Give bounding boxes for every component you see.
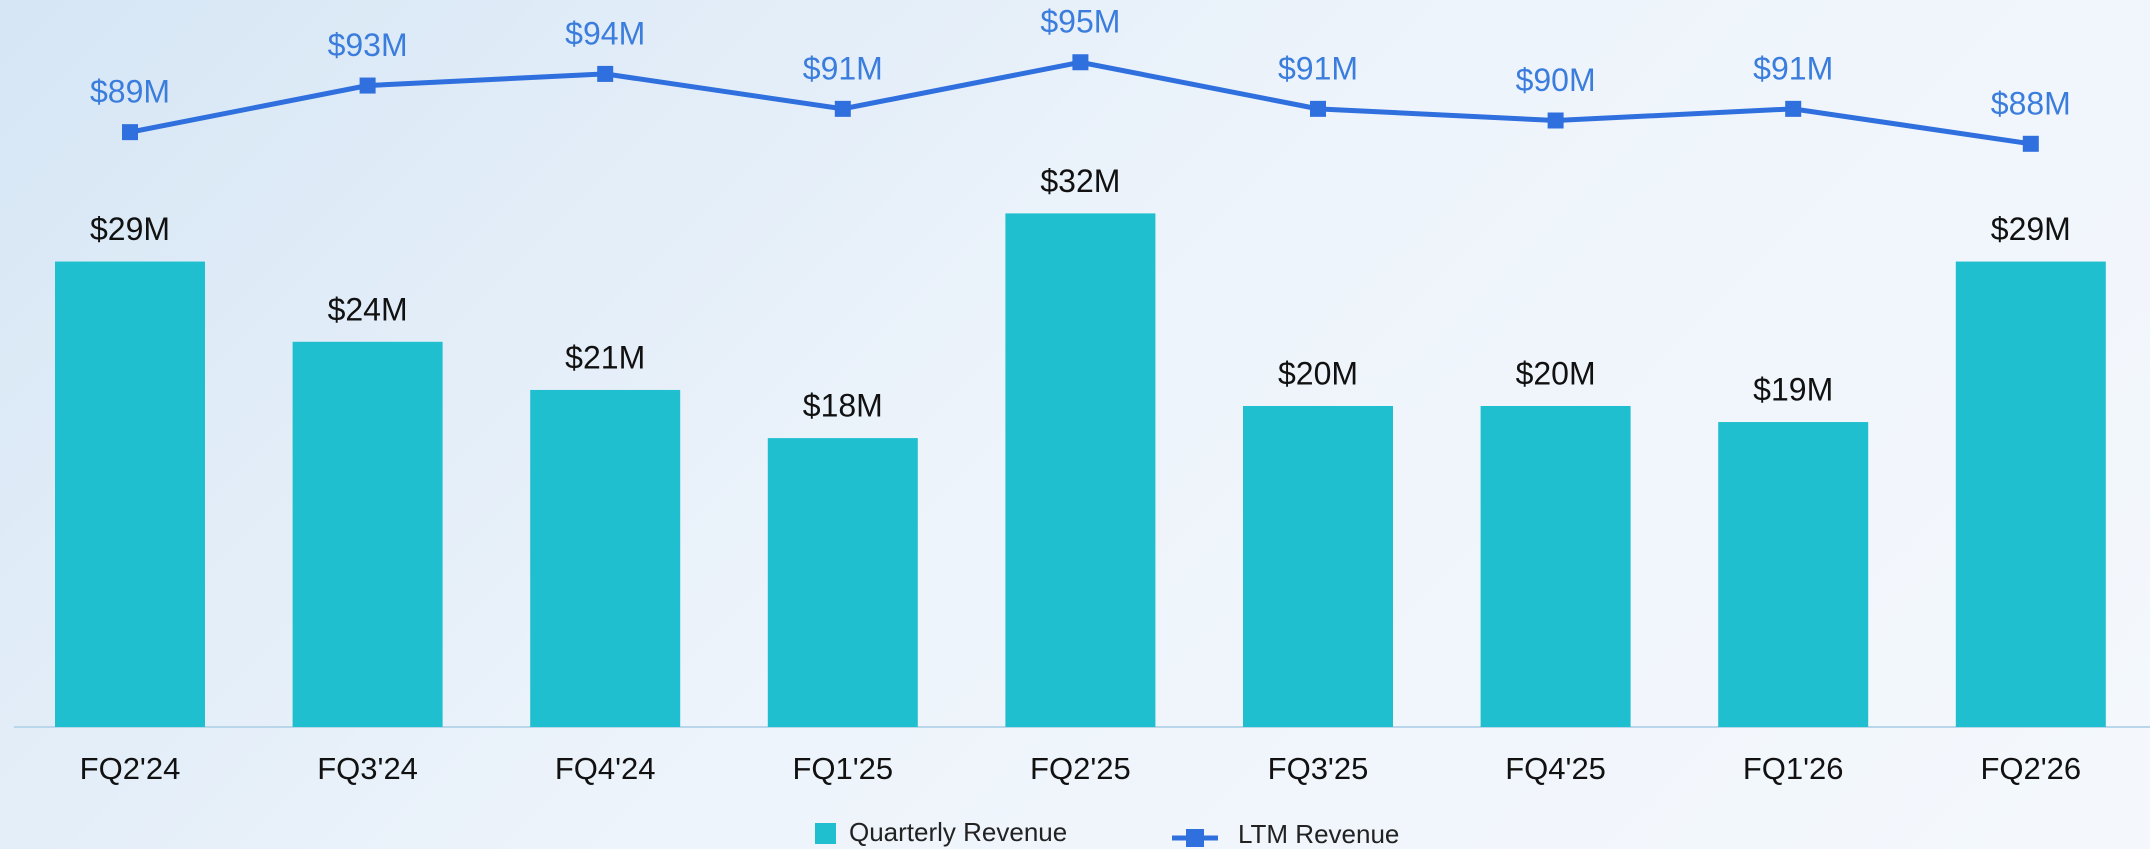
line-value-label: $95M [1040,4,1120,40]
line-value-label: $88M [1991,85,2071,121]
x-tick-label: FQ4'25 [1505,751,1606,786]
legend-label: Quarterly Revenue [849,817,1067,847]
line-marker [359,77,376,94]
bar-value-label: $21M [565,339,645,375]
line-marker [1547,112,1564,129]
line-marker [1785,100,1802,117]
bar [767,438,918,727]
line-value-label: $91M [803,50,883,86]
bar [1718,422,1869,727]
legend-label: LTM Revenue [1238,819,1399,849]
x-tick-label: FQ3'24 [317,751,418,786]
line-marker [1310,100,1326,117]
x-tick-label: FQ3'25 [1268,751,1369,786]
bar-value-label: $20M [1516,355,1596,391]
bar [1005,213,1156,727]
line-value-label: $94M [565,15,645,51]
line-marker [2022,135,2039,152]
bar-value-label: $18M [803,388,883,424]
x-tick-label: FQ2'25 [1030,751,1131,786]
bar [530,389,681,727]
line-marker [122,124,138,141]
legend-swatch [815,823,836,844]
line-marker [834,100,851,117]
legend-swatch-marker [1186,829,1204,847]
bar [1243,406,1393,727]
bar-value-label: $24M [328,291,408,327]
bar-value-label: $32M [1040,163,1120,199]
line [129,59,2032,147]
bar [1480,406,1631,727]
x-tick-label: FQ2'24 [80,751,181,786]
bar-value-label: $29M [1991,211,2071,247]
bar-value-label: $19M [1753,372,1833,408]
line-value-label: $91M [1278,50,1358,86]
bar-value-label: $29M [90,211,170,247]
line-value-label: $93M [328,27,408,63]
bar [55,261,205,727]
line-value-label: $90M [1516,62,1596,98]
line-value-label: $89M [90,74,170,110]
line-value-label: $91M [1753,50,1833,86]
x-tick-label: FQ2'26 [1980,751,2081,786]
bar [1955,261,2106,727]
bar [292,341,443,727]
line-marker [1072,54,1089,71]
x-tick-label: FQ4'24 [555,751,656,786]
x-tick-label: FQ1'26 [1743,751,1844,786]
bar-value-label: $20M [1278,355,1358,391]
x-tick-label: FQ1'25 [792,751,893,786]
line-marker [597,65,614,82]
